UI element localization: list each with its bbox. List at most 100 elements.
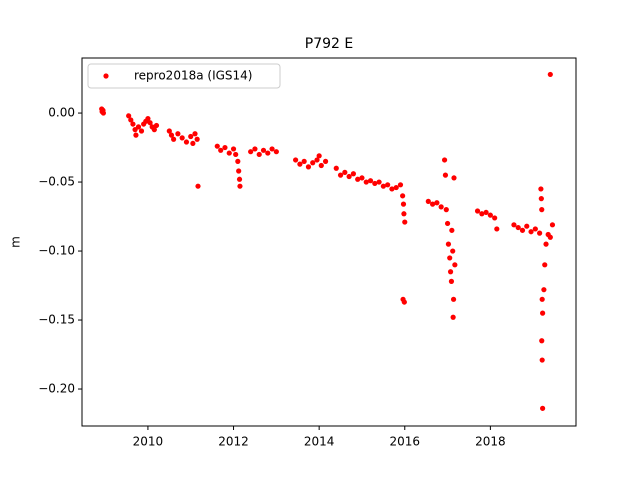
data-point (452, 262, 458, 268)
data-point (425, 198, 431, 204)
y-tick-label: 0.00 (48, 106, 75, 120)
data-point (265, 150, 271, 156)
data-point (346, 173, 352, 180)
data-point (380, 183, 386, 189)
data-point (540, 310, 546, 316)
data-point (367, 178, 374, 184)
data-point (168, 132, 175, 138)
x-tick-label: 2012 (218, 435, 249, 449)
data-point (448, 278, 455, 284)
data-point (438, 204, 444, 210)
data-point (397, 182, 404, 188)
data-point (401, 299, 407, 305)
data-point (445, 241, 452, 247)
data-point (333, 165, 339, 171)
data-point (230, 146, 237, 152)
data-point (138, 128, 145, 134)
data-point (301, 158, 307, 164)
y-axis-label: m (9, 236, 23, 248)
data-point (363, 179, 369, 185)
data-point (487, 212, 493, 218)
data-point (218, 147, 224, 153)
data-point (322, 158, 329, 164)
data-point (393, 184, 399, 191)
data-point (183, 139, 190, 145)
data-point (316, 153, 322, 159)
data-point (256, 151, 262, 158)
data-point (479, 211, 485, 217)
data-point (305, 164, 312, 170)
data-point (524, 223, 530, 229)
data-point (188, 133, 194, 140)
data-point (451, 175, 457, 181)
data-point (547, 234, 553, 240)
data-point (248, 149, 254, 155)
data-point (195, 183, 201, 189)
chart-title: P792 E (305, 36, 353, 52)
data-point (260, 147, 267, 153)
x-tick-label: 2016 (389, 435, 420, 449)
data-point (314, 157, 320, 163)
plot-frame (81, 57, 577, 427)
data-point (166, 128, 172, 134)
data-point (293, 157, 299, 163)
data-point (130, 121, 136, 127)
data-point (450, 296, 457, 302)
data-point (539, 207, 545, 213)
legend-marker (103, 73, 109, 79)
data-point (153, 122, 160, 129)
data-point (175, 131, 181, 137)
data-point (133, 132, 139, 138)
data-point (359, 175, 365, 181)
data-point (252, 146, 258, 152)
data-point (100, 110, 107, 116)
data-point (171, 136, 177, 142)
data-point (337, 172, 344, 178)
data-point (179, 135, 185, 141)
data-point (492, 215, 498, 221)
data-point (443, 207, 449, 213)
data-point (135, 124, 142, 130)
data-point (494, 226, 500, 232)
data-point (145, 115, 151, 122)
data-point (541, 287, 547, 293)
data-point (226, 150, 232, 156)
x-tick-label: 2010 (133, 435, 164, 449)
data-point (547, 71, 553, 78)
data-point (539, 357, 545, 363)
data-point (441, 157, 448, 163)
data-point (400, 201, 407, 207)
data-point (542, 262, 548, 268)
data-point (447, 255, 453, 261)
data-point (543, 241, 549, 247)
data-point (318, 162, 324, 169)
data-point (269, 146, 275, 152)
data-point (528, 229, 534, 235)
y-tick-label: −0.20 (38, 382, 75, 396)
y-tick-label: −0.10 (38, 244, 75, 258)
data-point (273, 149, 279, 155)
data-point (539, 296, 545, 302)
data-point (151, 127, 157, 133)
data-point (444, 220, 451, 227)
data-point (540, 405, 546, 411)
data-point (450, 314, 456, 320)
data-point (483, 209, 489, 216)
data-point (237, 183, 243, 189)
data-point (450, 248, 456, 254)
data-point (190, 140, 196, 147)
data-point (389, 186, 395, 192)
data-point (538, 186, 544, 192)
data-point (549, 222, 556, 228)
data-point (235, 158, 241, 164)
data-point (449, 227, 455, 233)
data-point (128, 117, 134, 123)
data-point (539, 338, 545, 344)
data-point (236, 176, 243, 182)
legend-label: repro2018a (IGS14) (134, 69, 252, 83)
data-point (474, 208, 481, 214)
data-point (126, 113, 132, 119)
y-tick-label: −0.05 (38, 175, 75, 189)
data-point (429, 201, 436, 207)
